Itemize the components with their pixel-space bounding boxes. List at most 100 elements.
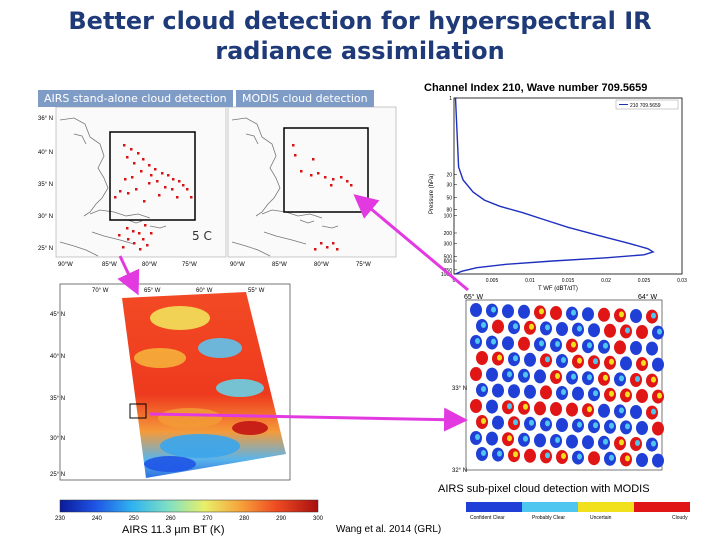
fov-dot	[534, 401, 546, 416]
fov-subpixel	[657, 328, 662, 335]
fov-dot	[566, 434, 578, 449]
fov-subpixel	[625, 423, 630, 430]
fov-subpixel	[603, 374, 608, 381]
fov-dot	[492, 383, 504, 398]
fov-subpixel	[507, 371, 512, 378]
fov-dot	[652, 421, 664, 436]
fov-dot	[646, 341, 658, 356]
legend-probably-clear-swatch	[522, 502, 578, 512]
bt-colorbar-tick-label: 240	[92, 516, 103, 522]
chart-legend-box	[615, 99, 679, 110]
citation: Wang et al. 2014 (GRL)	[336, 524, 442, 535]
fov-dot	[636, 421, 648, 435]
airs-focus-box	[109, 131, 196, 221]
chart-y-tick-label: 300	[444, 241, 453, 247]
fov-dot	[508, 384, 520, 399]
chart-y-tick-label: 20	[446, 172, 452, 178]
fov-subpixel	[657, 392, 662, 399]
bt-lon-tick: 60° W	[196, 288, 213, 294]
fov-dot	[598, 403, 610, 418]
fov-subpixel	[545, 324, 550, 331]
fov-subpixel	[545, 420, 550, 427]
chart-x-ticks: 0 0.005 0.01 0.015 0.02 0.025 0.03	[453, 278, 687, 284]
fov-dot	[636, 453, 648, 467]
fov-subpixel	[625, 455, 630, 462]
airs-lon-tick: 80°W	[142, 262, 157, 268]
fov-subpixel	[491, 338, 496, 345]
fov-subpixel	[587, 374, 592, 381]
bt-lon-tick: 65° W	[144, 288, 161, 294]
fov-subpixel	[577, 325, 582, 332]
fov-subpixel	[529, 323, 534, 330]
bt-lat-tick: 30° N	[50, 436, 65, 442]
fov-subpixel	[593, 390, 598, 397]
fov-subpixel	[641, 360, 646, 366]
fov-dot	[486, 399, 498, 414]
airs-lon-tick: 90°W	[58, 262, 73, 268]
fov-subpixel	[609, 390, 614, 397]
bt-lat-tick: 45° N	[50, 312, 65, 318]
subpixel-fov-dots	[470, 303, 664, 468]
fov-subpixel	[577, 453, 582, 460]
fov-dot	[470, 303, 482, 317]
fov-subpixel	[529, 419, 534, 426]
arrow-airs-to-bt	[117, 255, 140, 296]
fov-dot	[502, 304, 514, 319]
fov-subpixel	[475, 338, 480, 344]
fov-subpixel	[555, 437, 560, 443]
bt-caption: AIRS 11.3 µm BT (K)	[122, 524, 225, 536]
fov-dot	[470, 399, 482, 413]
fov-dot	[486, 431, 498, 446]
occluded-label: 5 C	[192, 229, 212, 243]
airs-cloud-markers	[114, 144, 193, 251]
fov-dot	[588, 323, 600, 338]
chart-x-tick-label: 0.005	[486, 278, 499, 284]
fov-dot	[502, 336, 514, 351]
arrow-bt-to-subpixel	[149, 407, 468, 432]
fov-dot	[630, 341, 642, 355]
modis-coastline	[231, 117, 339, 257]
bt-colorbar-tick-label: 300	[313, 516, 324, 522]
chart-y-tick-label: 200	[444, 231, 453, 237]
fov-dot	[636, 389, 648, 403]
chart-y-tick-label: 600	[444, 259, 453, 265]
bt-colorbar-tick-label: 230	[55, 516, 66, 522]
bt-lat-tick: 25° N	[50, 472, 65, 478]
subpixel-caption: AIRS sub-pixel cloud detection with MODI…	[438, 483, 650, 495]
fov-dot	[598, 307, 610, 322]
fov-subpixel	[619, 407, 624, 414]
modis-lon-tick: 75°W	[356, 262, 371, 268]
fov-dot	[556, 418, 568, 432]
legend-label: Probably Clear	[532, 515, 565, 521]
bt-colorbar-tick-label: 270	[202, 516, 213, 522]
bt-colorbar-tick-label: 280	[239, 516, 250, 522]
fov-subpixel	[625, 391, 630, 398]
fov-dot	[588, 451, 600, 466]
fov-subpixel	[507, 403, 512, 410]
subpixel-lon-tick: 64° W	[638, 293, 658, 301]
modis-label: MODIS cloud detection	[236, 90, 374, 107]
fov-subpixel	[475, 434, 480, 440]
chart-y-tick-label: 100	[444, 213, 453, 219]
chart-x-tick-label: 0.01	[525, 278, 535, 284]
subpixel-lon-tick: 65° W	[464, 293, 484, 301]
arrow-subpixel-to-modis	[353, 194, 469, 292]
fov-subpixel	[651, 376, 656, 383]
chart-x-tick-label: 0.03	[677, 278, 687, 284]
modis-lon-tick: 90°W	[230, 262, 245, 268]
cloud-detection-maps: 36° N 40° N 35° N 30° N 25° N 90°W 85°W …	[38, 106, 397, 268]
bt-colorbar-ticks: 230 240 250 260 270 280 290 300	[55, 516, 324, 522]
fov-subpixel	[523, 371, 528, 378]
fov-dot	[476, 351, 488, 365]
slide-title: Better cloud detection for hyperspectral…	[68, 7, 652, 65]
airs-lat-tick: 35° N	[38, 182, 53, 188]
chart-x-tick-label: 0.025	[638, 278, 651, 284]
airs-lat-tick: 30° N	[38, 214, 53, 220]
fov-dot	[572, 386, 584, 401]
legend-uncertain-swatch	[578, 502, 634, 512]
chart-x-tick-label: 0.02	[601, 278, 611, 284]
fov-dot	[534, 369, 546, 384]
fov-subpixel	[481, 450, 486, 456]
modis-lon-tick: 85°W	[272, 262, 287, 268]
